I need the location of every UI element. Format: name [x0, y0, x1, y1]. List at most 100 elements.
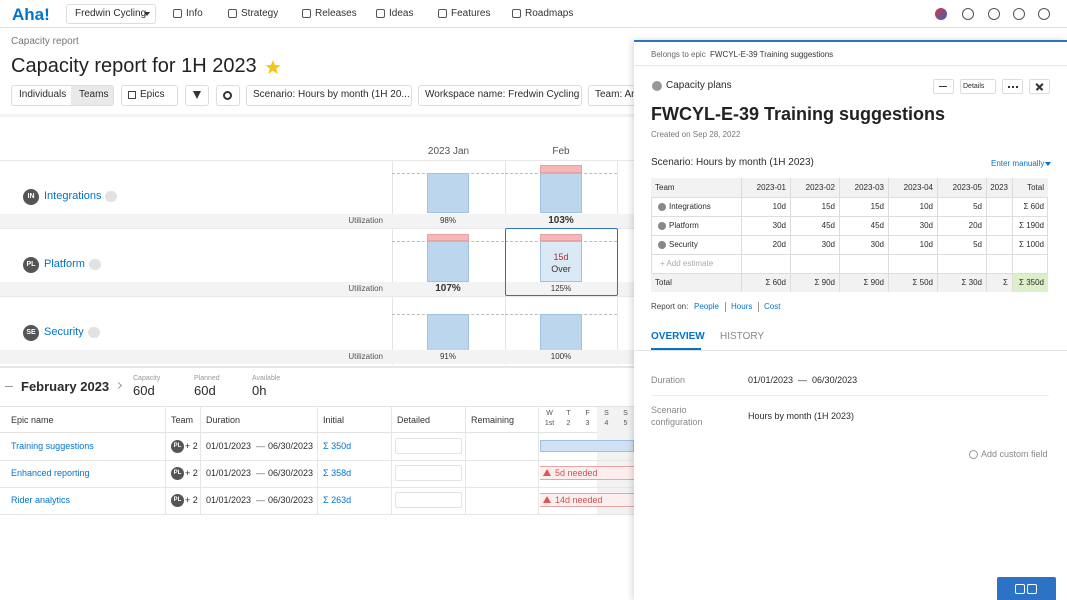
field-value: 01/01/2023 — 06/30/2023: [748, 375, 858, 385]
add-custom-field[interactable]: Add custom field: [981, 449, 1048, 459]
epics-button[interactable]: [121, 85, 178, 106]
utilization-label: Utilization: [348, 284, 383, 293]
day-of-week: F: [585, 410, 590, 417]
field-label: Duration: [651, 375, 686, 385]
tab[interactable]: HISTORY: [720, 331, 765, 342]
initial-estimate[interactable]: Σ 358d: [323, 468, 352, 478]
report-on-option[interactable]: Cost: [764, 302, 781, 311]
table-cell: Σ 60d: [765, 278, 786, 287]
report-on-option[interactable]: People: [694, 302, 719, 311]
nav-item[interactable]: Features: [451, 8, 491, 19]
add-estimate[interactable]: + Add estimate: [660, 259, 714, 268]
table-cell: 30d: [870, 240, 884, 249]
table-col-line: [888, 178, 889, 292]
details-button[interactable]: [960, 79, 996, 94]
user-avatar[interactable]: [935, 8, 947, 20]
filter-chip-label[interactable]: Scenario: Hours by month (1H 20...: [253, 89, 410, 100]
filter-chip[interactable]: [418, 85, 582, 106]
nav-item[interactable]: Info: [186, 8, 203, 19]
table-cell: 2023-05: [952, 183, 982, 192]
table-cell: Σ 90d: [814, 278, 835, 287]
table-cell: 20d: [968, 221, 982, 230]
prev-month: February 2023: [21, 379, 110, 394]
detailed-input[interactable]: [395, 465, 462, 481]
nav-icon: [438, 9, 447, 18]
date-dash: —: [256, 495, 265, 505]
nav-icon-button[interactable]: [1038, 8, 1050, 20]
logo[interactable]: Aha!: [12, 5, 50, 24]
nav-item[interactable]: Roadmaps: [525, 8, 574, 19]
epic-name[interactable]: Enhanced reporting: [11, 468, 90, 478]
needed-label: 14d needed: [555, 495, 603, 505]
header-divider: [0, 114, 634, 117]
table-cell: Σ: [1003, 278, 1008, 287]
nav-item[interactable]: Releases: [315, 8, 357, 19]
details-label[interactable]: Details: [963, 83, 985, 90]
row-divider: [0, 160, 634, 161]
table-col-line: [839, 178, 840, 292]
report-on-option[interactable]: Hours: [731, 302, 753, 311]
table-cell: Σ 50d: [912, 278, 933, 287]
stat-value: 60d: [133, 383, 155, 398]
toggle-option[interactable]: Individuals: [19, 89, 67, 100]
back-button[interactable]: [933, 79, 954, 94]
feedback-button[interactable]: [997, 577, 1056, 600]
utilization-value: 91%: [439, 352, 456, 361]
nav-icon-button[interactable]: [1013, 8, 1025, 20]
more-button[interactable]: [1002, 79, 1023, 94]
team-name[interactable]: Security: [44, 326, 84, 338]
workspace-name[interactable]: Fredwin Cycling: [75, 8, 147, 19]
team-name[interactable]: Integrations: [44, 190, 102, 202]
filter-chip-label[interactable]: Workspace name: Fredwin Cycling: [425, 89, 580, 100]
end-date: 06/30/2023: [268, 495, 314, 505]
utilization-value: 100%: [550, 352, 572, 361]
tab[interactable]: OVERVIEW: [651, 331, 705, 342]
close-button[interactable]: [1029, 79, 1050, 94]
nav-item[interactable]: Strategy: [241, 8, 279, 19]
selected-cell[interactable]: [505, 228, 618, 296]
nav-icon: [376, 9, 385, 18]
row-border: [0, 460, 634, 461]
nav-icon-button[interactable]: [988, 8, 1000, 20]
epic-name[interactable]: Training suggestions: [11, 441, 94, 451]
column-line: [392, 160, 393, 365]
planned-bar: [427, 241, 469, 282]
next-arrow[interactable]: [114, 381, 123, 390]
field-label: Scenario configuration: [651, 405, 703, 427]
breadcrumb[interactable]: Capacity report: [11, 36, 79, 47]
workspace-button[interactable]: [66, 4, 156, 24]
belongs-epic[interactable]: FWCYL-E-39 Training suggestions: [710, 50, 834, 59]
start-date: 01/01/2023: [206, 468, 252, 478]
detailed-input[interactable]: [395, 438, 462, 454]
favorite-star[interactable]: [265, 59, 281, 75]
prev-arrow[interactable]: [5, 386, 13, 387]
epic-name[interactable]: Rider analytics: [11, 495, 71, 505]
filter-chip[interactable]: [246, 85, 412, 106]
settings-button[interactable]: [216, 85, 240, 106]
team-name[interactable]: Platform: [44, 258, 85, 270]
more-dot: [1008, 86, 1010, 88]
thumbs-icon: [1015, 584, 1025, 594]
table-cell: 30d: [821, 240, 835, 249]
field-divider: [651, 395, 1049, 396]
table-cell: 10d: [772, 202, 786, 211]
epics-label[interactable]: Epics: [140, 89, 165, 100]
toggle-group: [11, 85, 114, 106]
enter-manually[interactable]: Enter manually: [991, 159, 1045, 168]
caret: [144, 12, 150, 16]
initial-estimate[interactable]: Σ 350d: [323, 441, 352, 451]
filter-button[interactable]: [185, 85, 209, 106]
team-badge: [88, 327, 100, 338]
nav-icon-button[interactable]: [962, 8, 974, 20]
initial-estimate[interactable]: Σ 263d: [323, 495, 352, 505]
toggle-option[interactable]: Teams: [79, 89, 109, 100]
filter-chip-label[interactable]: Team: An: [595, 89, 637, 100]
team-more: + 2: [185, 441, 198, 451]
utilization-label: Utilization: [348, 352, 383, 361]
table-header: Initial: [323, 415, 345, 425]
nav-item[interactable]: Ideas: [389, 8, 414, 19]
row-border: [0, 514, 634, 515]
detailed-input[interactable]: [395, 492, 462, 508]
table-header: Team: [171, 415, 194, 425]
team-initials: PL: [173, 497, 182, 503]
